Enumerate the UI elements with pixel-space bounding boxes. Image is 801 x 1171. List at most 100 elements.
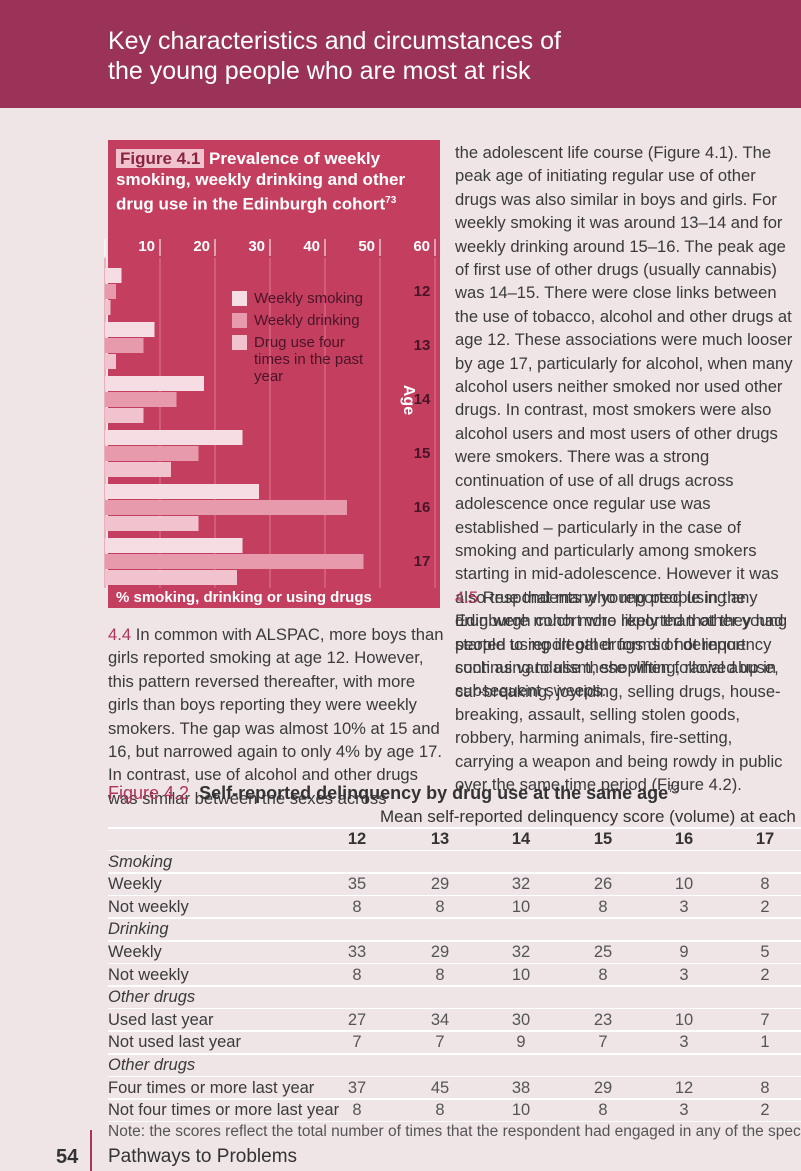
table-cell: 10 bbox=[511, 1101, 531, 1120]
paragraph: 4.4 In common with ALSPAC, more boys tha… bbox=[108, 623, 444, 810]
paragraph-text: In common with ALSPAC, more boys than gi… bbox=[108, 625, 444, 808]
table-cell: 7 bbox=[352, 1033, 362, 1052]
table-cell: 25 bbox=[593, 943, 613, 961]
separator bbox=[108, 985, 801, 987]
table-cell: 10 bbox=[511, 965, 531, 984]
bar bbox=[105, 354, 116, 369]
chart-title: Figure 4.1 Prevalence of weekly smoking,… bbox=[116, 148, 434, 215]
header-title: the young people who are most at risk bbox=[108, 57, 531, 85]
y-tick-label: 14 bbox=[414, 391, 431, 408]
paragraph-number: 4.5 bbox=[455, 588, 479, 607]
table-cell: 26 bbox=[593, 875, 613, 894]
y-tick-label: 13 bbox=[414, 337, 431, 354]
x-axis-label: % smoking, drinking or using drugs bbox=[116, 589, 372, 606]
table-cell: 9 bbox=[516, 1033, 526, 1052]
legend-item: Weekly smoking bbox=[232, 290, 367, 330]
table-cell: 3 bbox=[679, 1033, 689, 1052]
legend-label: Weekly drinking bbox=[254, 312, 360, 329]
paragraph: 4.5 Respondents who reported using any d… bbox=[455, 586, 793, 797]
y-tick-label: 15 bbox=[414, 445, 431, 462]
legend-swatch bbox=[232, 335, 247, 350]
bar bbox=[105, 554, 364, 569]
y-axis-label: Age bbox=[400, 385, 417, 415]
table-cell: 2 bbox=[760, 1101, 770, 1120]
column-header: 15 bbox=[593, 830, 613, 848]
legend-label: Drug use four times in the past year bbox=[254, 334, 364, 385]
table-cell: 3 bbox=[679, 1101, 689, 1120]
table-title: Figure 4.2 Self-reported delinquency by … bbox=[108, 783, 679, 804]
table-cell: 45 bbox=[430, 1078, 450, 1097]
table-cell: 29 bbox=[430, 943, 450, 961]
table-cell: 7 bbox=[760, 1010, 770, 1029]
x-tick-label: 20 bbox=[193, 238, 210, 255]
bar bbox=[105, 538, 243, 553]
table-cell: 10 bbox=[511, 897, 531, 916]
bar bbox=[105, 408, 144, 423]
separator bbox=[108, 894, 801, 897]
table-cell: 8 bbox=[352, 897, 362, 916]
column-header: 14 bbox=[511, 830, 531, 848]
section-heading: Other drugs bbox=[108, 988, 196, 1007]
bar bbox=[105, 392, 177, 407]
bar bbox=[105, 570, 237, 585]
table-cell: 7 bbox=[598, 1033, 608, 1052]
header-title: Key characteristics and circumstances of bbox=[108, 27, 561, 55]
separator bbox=[108, 1075, 801, 1078]
bar bbox=[105, 300, 111, 315]
figure-label: Figure 4.2 bbox=[108, 783, 190, 803]
table-cell: 29 bbox=[593, 1078, 613, 1097]
legend-item: Weekly drinking bbox=[232, 312, 367, 352]
bar bbox=[105, 376, 204, 391]
table-cell: 32 bbox=[511, 875, 531, 894]
table-cell: 8 bbox=[352, 965, 362, 984]
column-header: 17 bbox=[755, 830, 775, 848]
header-band bbox=[0, 0, 801, 108]
table-cell: 8 bbox=[598, 1101, 608, 1120]
footnote-ref: 73 bbox=[668, 784, 680, 795]
bar bbox=[105, 322, 155, 337]
table-cell: 3 bbox=[679, 965, 689, 984]
table-note: Note: the scores reflect the total numbe… bbox=[108, 1122, 801, 1140]
column-header: 13 bbox=[430, 830, 450, 848]
separator bbox=[108, 940, 801, 942]
separator bbox=[108, 917, 801, 919]
table-cell: 23 bbox=[593, 1010, 613, 1029]
table-cell: 8 bbox=[760, 875, 770, 894]
table-cell: 8 bbox=[352, 1101, 362, 1120]
table-cell: 1 bbox=[760, 1033, 770, 1052]
bar bbox=[105, 446, 199, 461]
row-label: Not weekly bbox=[108, 897, 189, 916]
x-tick-label: 60 bbox=[413, 238, 430, 255]
section-heading: Drinking bbox=[108, 920, 169, 939]
separator bbox=[108, 1098, 801, 1100]
row-label: Weekly bbox=[108, 875, 162, 894]
table-cell: 8 bbox=[760, 1078, 770, 1097]
figure-label: Figure 4.1 bbox=[116, 149, 205, 168]
separator bbox=[108, 1053, 801, 1055]
table-cell: 27 bbox=[347, 1010, 367, 1029]
separator bbox=[108, 872, 801, 874]
bar bbox=[105, 284, 116, 299]
separator bbox=[108, 827, 801, 829]
table-cell: 2 bbox=[760, 965, 770, 984]
legend-swatch bbox=[232, 291, 247, 306]
separator bbox=[108, 1007, 801, 1010]
title-text: Prevalence of weekly smoking, weekly dri… bbox=[116, 149, 406, 214]
row-label: Not weekly bbox=[108, 965, 189, 984]
table-cell: 8 bbox=[435, 1101, 445, 1120]
column-group-header: Mean self-reported delinquency score (vo… bbox=[380, 807, 801, 826]
separator bbox=[108, 849, 801, 852]
y-tick-label: 17 bbox=[414, 553, 431, 570]
table-cell: 34 bbox=[430, 1010, 450, 1029]
x-tick-label: 40 bbox=[303, 238, 320, 255]
table-cell: 10 bbox=[674, 875, 694, 894]
table-cell: 8 bbox=[435, 965, 445, 984]
column-header: 16 bbox=[674, 830, 694, 848]
divider bbox=[90, 1130, 92, 1171]
footnote-ref: 73 bbox=[385, 195, 397, 206]
separator bbox=[108, 1030, 801, 1032]
bar bbox=[105, 516, 199, 531]
section-heading: Other drugs bbox=[108, 1056, 196, 1074]
table-cell: 33 bbox=[347, 943, 367, 961]
legend-label: Weekly smoking bbox=[254, 290, 363, 307]
